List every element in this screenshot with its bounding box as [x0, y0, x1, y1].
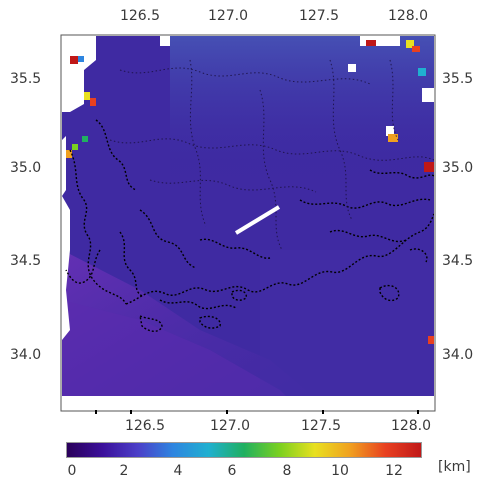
left-lat-label: 35.0: [10, 160, 42, 176]
bottom-axis-ticks: [95, 410, 419, 414]
colorbar-tick-label: 6: [227, 463, 237, 479]
transect-line: [234, 205, 281, 235]
north-highland-shading: [170, 36, 434, 186]
top-lon-label: 126.5: [119, 8, 161, 24]
no-data-areas: [62, 36, 434, 410]
high-cloud-pixels: [66, 40, 434, 344]
map-area: [62, 36, 434, 410]
right-lat-label: 34.5: [442, 253, 474, 269]
bottom-lon-label: 127.0: [209, 418, 251, 434]
top-lon-label: 127.5: [298, 8, 340, 24]
left-lat-label: 34.0: [10, 347, 42, 363]
plot-frame: [60, 34, 436, 412]
colorbar-tick-label: 0: [67, 463, 77, 479]
colorbar-tick-label: 8: [282, 463, 292, 479]
colorbar-tick-label: 12: [385, 463, 403, 479]
top-lon-label: 127.0: [207, 8, 249, 24]
bottom-lon-label: 127.5: [300, 418, 342, 434]
colorbar-tick-label: 10: [331, 463, 349, 479]
right-lat-label: 35.0: [442, 160, 474, 176]
east-sea-shading: [260, 250, 434, 410]
top-lon-label: 128.0: [387, 8, 429, 24]
coastlines: [65, 119, 434, 332]
colorbar-tick-label: 4: [173, 463, 183, 479]
bottom-lon-label: 126.5: [124, 418, 166, 434]
admin-boundaries: [109, 59, 434, 251]
bottom-lon-label: 128.0: [390, 418, 432, 434]
right-lat-label: 34.0: [442, 347, 474, 363]
colorbar: [66, 442, 422, 458]
left-lat-label: 34.5: [10, 253, 42, 269]
left-lat-label: 35.5: [10, 71, 42, 87]
right-lat-label: 35.5: [442, 71, 474, 87]
colorbar-tick-label: 2: [119, 463, 129, 479]
colorbar-unit-label: [km]: [438, 459, 471, 475]
